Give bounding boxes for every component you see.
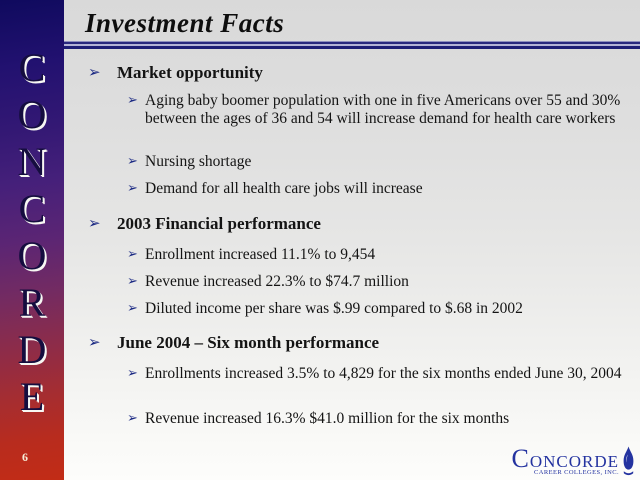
logo-text-block: CONCORDE CAREER COLLEGES, INC.	[511, 444, 619, 476]
bullet-row: ➢ Demand for all health care jobs will i…	[127, 180, 423, 198]
sidebar: C O N C O R D E 6	[0, 0, 64, 480]
bullet-arrow-icon: ➢	[127, 411, 138, 426]
brand-letter: O	[17, 233, 47, 278]
bullet-text: Aging baby boomer population with one in…	[145, 92, 621, 127]
bullet-row: ➢ Diluted income per share was $.99 comp…	[127, 300, 523, 318]
section-heading: June 2004 – Six month performance	[117, 333, 380, 352]
logo-wordmark: CONCORDE	[511, 444, 619, 473]
brand-letter: C	[18, 45, 46, 90]
brand-letter: R	[18, 280, 46, 325]
bullet-arrow-icon: ➢	[88, 333, 101, 351]
bullet-text: Demand for all health care jobs will inc…	[145, 180, 423, 197]
bullet-arrow-icon: ➢	[127, 154, 138, 169]
bullet-arrow-icon: ➢	[127, 301, 138, 316]
bullet-arrow-icon: ➢	[88, 63, 101, 81]
logo-subtitle: CAREER COLLEGES, INC.	[534, 469, 619, 476]
bullet-text: Revenue increased 16.3% $41.0 million fo…	[145, 410, 510, 427]
bullet-row: ➢ Enrollment increased 11.1% to 9,454	[127, 246, 375, 264]
bullet-text: Enrollment increased 11.1% to 9,454	[145, 246, 376, 263]
section-heading-row: ➢ Market opportunity	[88, 63, 263, 82]
bullet-arrow-icon: ➢	[127, 181, 138, 196]
brand-letter: D	[17, 327, 47, 372]
section-heading-row: ➢ June 2004 – Six month performance	[88, 333, 379, 352]
bullet-row: ➢ Aging baby boomer population with one …	[127, 92, 629, 128]
section-heading-row: ➢ 2003 Financial performance	[88, 214, 321, 233]
bullet-row: ➢ Revenue increased 22.3% to $74.7 milli…	[127, 273, 409, 291]
slide-title: Investment Facts	[85, 8, 285, 38]
brand-letter: N	[17, 139, 47, 184]
bullet-text: Diluted income per share was $.99 compar…	[145, 300, 523, 317]
bullet-row: ➢ Enrollments increased 3.5% to 4,829 fo…	[127, 365, 622, 383]
company-logo: CONCORDE CAREER COLLEGES, INC.	[511, 444, 635, 477]
torch-flame-icon	[623, 446, 634, 476]
bullet-arrow-icon: ➢	[88, 214, 101, 232]
bullet-arrow-icon: ➢	[127, 366, 138, 381]
bullet-row: ➢ Nursing shortage	[127, 153, 251, 171]
bullet-text: Revenue increased 22.3% to $74.7 million	[145, 273, 409, 290]
bullet-row: ➢ Revenue increased 16.3% $41.0 million …	[127, 410, 509, 428]
bullet-arrow-icon: ➢	[127, 93, 138, 108]
sidebar-brand-letters: C O N C O R D E	[0, 44, 64, 420]
brand-letter: C	[18, 186, 46, 231]
brand-letter: E	[19, 374, 45, 419]
bullet-arrow-icon: ➢	[127, 274, 138, 289]
bullet-text: Nursing shortage	[145, 153, 252, 170]
section-heading: 2003 Financial performance	[117, 214, 321, 233]
title-separator	[64, 41, 640, 49]
bullet-text: Enrollments increased 3.5% to 4,829 for …	[145, 365, 622, 382]
brand-letter: O	[17, 92, 47, 137]
page-number: 6	[22, 450, 28, 464]
slide-content: ➢ Market opportunity ➢ Aging baby boomer…	[64, 49, 640, 480]
section-heading: Market opportunity	[117, 63, 263, 82]
bullet-arrow-icon: ➢	[127, 247, 138, 262]
